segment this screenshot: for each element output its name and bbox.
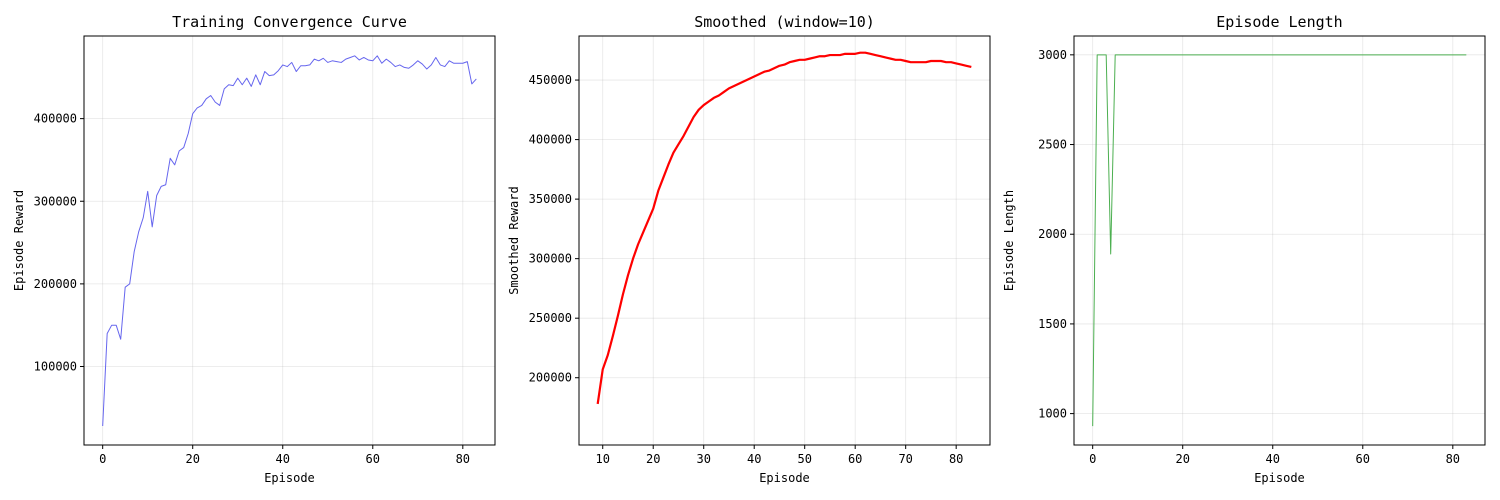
series-line <box>1092 54 1467 427</box>
x-tick-label: 40 <box>276 452 290 466</box>
plot-frame <box>83 35 496 446</box>
y-tick-label: 200000 <box>34 277 77 291</box>
y-tick-label: 3000 <box>1038 48 1067 62</box>
x-tick-label: 60 <box>366 452 380 466</box>
x-axis-label: Episode <box>1254 471 1305 485</box>
y-axis-label: Episode Length <box>1002 190 1016 291</box>
x-tick-label: 60 <box>848 452 862 466</box>
x-tick-label: 50 <box>797 452 811 466</box>
x-tick-label: 10 <box>596 452 610 466</box>
y-axis: 1000 1500 2000 2500 3000 <box>1038 48 1074 421</box>
x-axis: 0 20 40 60 80 <box>99 445 470 466</box>
chart-panel-1: 0 20 40 60 80 100000 200000 300000 400000 Trainin… <box>12 13 496 485</box>
y-tick-label: 200000 <box>529 371 572 385</box>
chart-panel-2: 10 20 30 40 50 60 70 80 200000 250000 300000 350000… <box>507 13 991 485</box>
y-tick-label: 300000 <box>34 194 77 208</box>
x-tick-label: 0 <box>99 452 106 466</box>
plot-frame <box>1073 35 1486 446</box>
y-axis: 100000 200000 300000 400000 <box>34 112 84 374</box>
x-tick-label: 80 <box>949 452 963 466</box>
x-tick-label: 80 <box>456 452 470 466</box>
chart-title: Episode Length <box>1216 13 1342 31</box>
x-tick-label: 0 <box>1089 452 1096 466</box>
y-tick-label: 400000 <box>34 112 77 126</box>
x-axis: 0 20 40 60 80 <box>1089 445 1460 466</box>
x-tick-label: 40 <box>1266 452 1280 466</box>
x-axis: 10 20 30 40 50 60 70 80 <box>596 445 963 466</box>
chart-title: Training Convergence Curve <box>172 13 407 31</box>
y-tick-label: 400000 <box>529 133 572 147</box>
x-tick-label: 70 <box>898 452 912 466</box>
y-tick-label: 250000 <box>529 311 572 325</box>
y-axis-label: Episode Reward <box>12 190 26 291</box>
y-tick-label: 2000 <box>1038 227 1067 241</box>
x-axis-label: Episode <box>759 471 810 485</box>
y-tick-label: 100000 <box>34 360 77 374</box>
y-tick-label: 350000 <box>529 192 572 206</box>
x-tick-label: 80 <box>1446 452 1460 466</box>
x-tick-label: 60 <box>1356 452 1370 466</box>
x-tick-label: 40 <box>747 452 761 466</box>
y-tick-label: 450000 <box>529 73 572 87</box>
y-axis-label: Smoothed Reward <box>507 186 521 294</box>
y-tick-label: 1000 <box>1038 407 1067 421</box>
y-axis: 200000 250000 300000 350000 400000 450000 <box>529 73 579 385</box>
x-tick-label: 20 <box>646 452 660 466</box>
x-tick-label: 20 <box>1175 452 1189 466</box>
grid <box>1074 36 1485 445</box>
x-tick-label: 30 <box>696 452 710 466</box>
series-line <box>102 55 477 427</box>
grid <box>84 36 495 445</box>
chart-panel-3: 0 20 40 60 80 1000 1500 2000 2500 3000 Episode Len… <box>1002 13 1486 485</box>
y-tick-label: 2500 <box>1038 138 1067 152</box>
y-tick-label: 1500 <box>1038 317 1067 331</box>
series-line <box>596 51 972 405</box>
y-tick-label: 300000 <box>529 252 572 266</box>
x-tick-label: 20 <box>185 452 199 466</box>
chart-title: Smoothed (window=10) <box>694 13 875 31</box>
x-axis-label: Episode <box>264 471 315 485</box>
plot-frame <box>578 35 991 446</box>
